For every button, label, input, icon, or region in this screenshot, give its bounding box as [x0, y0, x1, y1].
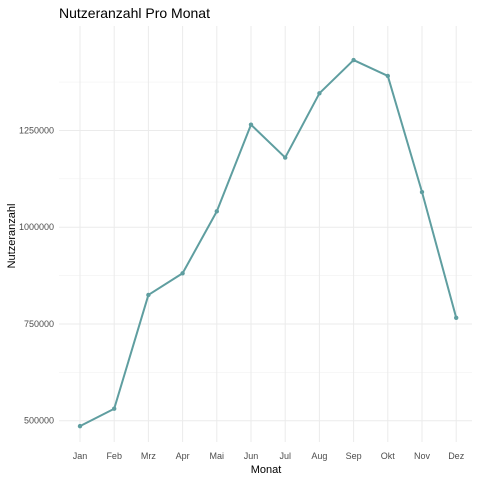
- y-tick-label: 1250000: [19, 125, 54, 135]
- x-tick-label: Sep: [346, 451, 362, 461]
- x-tick-label: Dez: [448, 451, 465, 461]
- x-tick-label: Aug: [311, 451, 327, 461]
- data-point: [214, 209, 219, 214]
- series-line: [79, 59, 458, 428]
- data-point: [351, 57, 356, 63]
- x-tick-labels: Jan Feb Mrz Apr Mai Jun Jul Aug Sep Okt Nov Dez: [73, 451, 465, 461]
- x-tick-label: Mrz: [141, 451, 156, 461]
- series-layer: [77, 57, 459, 429]
- x-tick-label: Apr: [176, 451, 190, 461]
- y-tick-label: 500000: [24, 416, 54, 426]
- y-tick-label: 750000: [24, 319, 54, 329]
- grid: [59, 26, 472, 442]
- x-tick-label: Nov: [414, 451, 431, 461]
- data-point: [146, 292, 151, 298]
- data-point: [180, 271, 185, 276]
- x-tick-label: Jul: [279, 451, 291, 461]
- data-point: [112, 406, 117, 411]
- x-axis-title: Monat: [251, 464, 282, 476]
- data-point: [385, 73, 390, 79]
- data-point: [454, 315, 459, 320]
- x-tick-label: Okt: [381, 451, 396, 461]
- y-axis-title: Nutzeranzahl: [6, 204, 18, 269]
- x-tick-label: Jan: [73, 451, 88, 461]
- data-point: [283, 155, 288, 160]
- chart-title: Nutzeranzahl Pro Monat: [59, 5, 210, 21]
- data-point: [419, 189, 425, 195]
- x-tick-label: Mai: [210, 451, 225, 461]
- y-tick-label: 1000000: [19, 222, 54, 232]
- data-point: [77, 423, 83, 429]
- data-point: [248, 122, 254, 127]
- x-tick-label: Jun: [244, 451, 259, 461]
- x-tick-label: Feb: [106, 451, 122, 461]
- data-point: [317, 91, 322, 96]
- y-tick-labels: 500000 750000 1000000 1250000: [19, 125, 54, 425]
